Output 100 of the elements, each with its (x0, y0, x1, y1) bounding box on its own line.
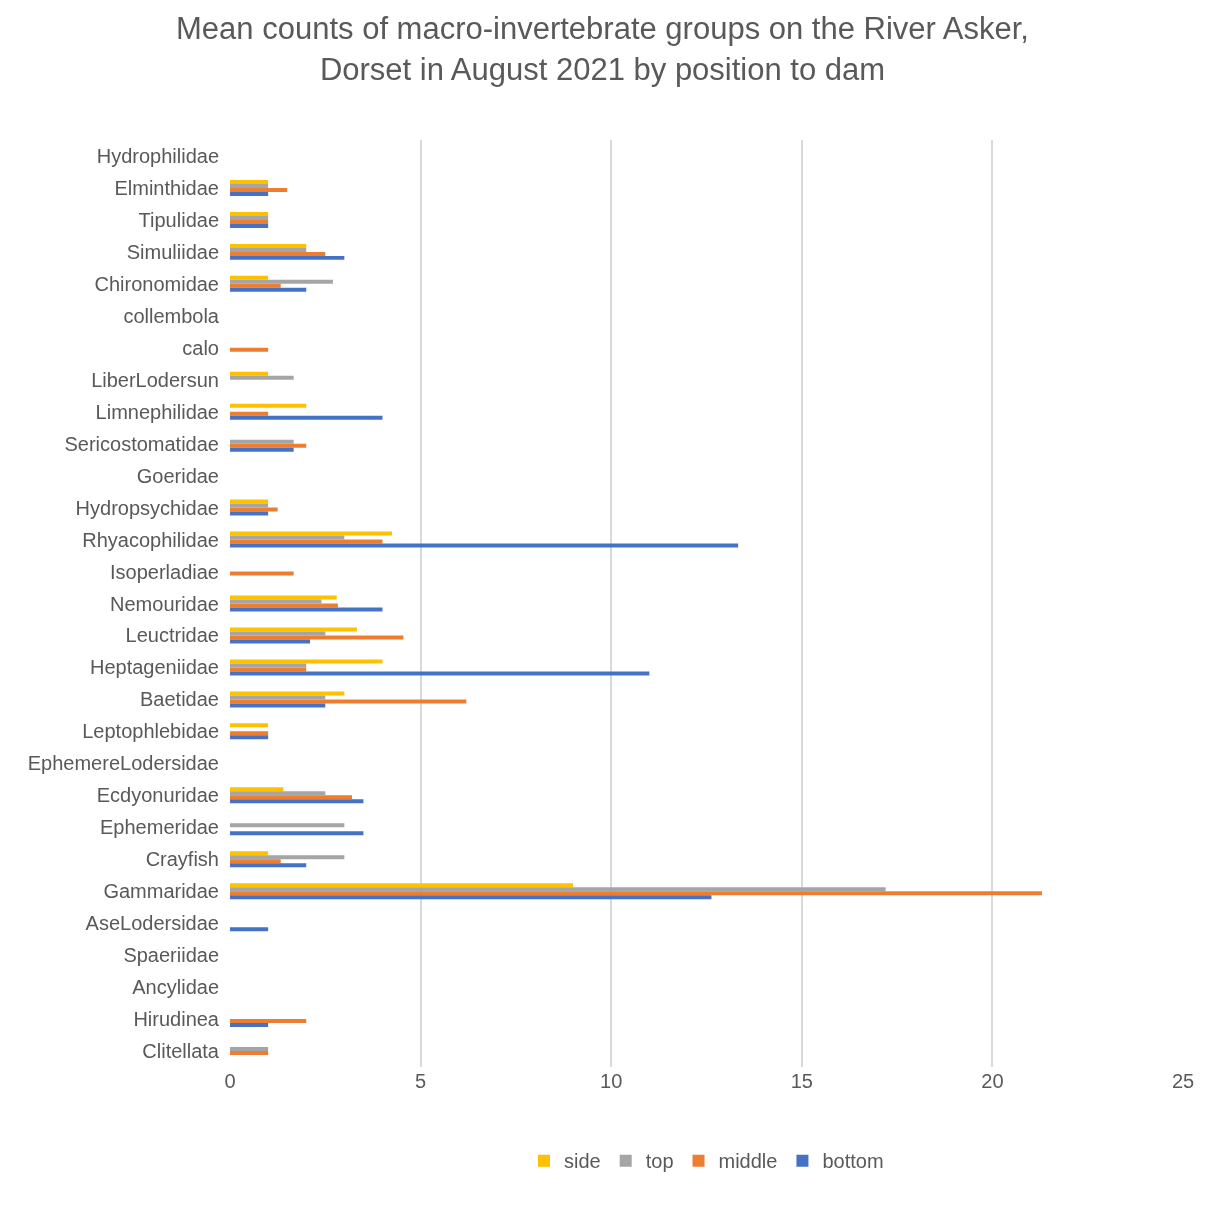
y-tick-label: Nemouridae (110, 592, 219, 615)
y-tick-label: Elminthidae (114, 176, 219, 199)
y-tick-label: Clitellata (142, 1040, 220, 1063)
bar (230, 691, 345, 696)
y-tick-label: Leuctridae (125, 624, 219, 647)
bar (230, 507, 278, 512)
bar (230, 635, 404, 640)
y-tick-label: Isoperladiae (110, 560, 219, 583)
bar (230, 535, 345, 540)
y-tick-label: Goeridae (136, 464, 219, 487)
bar (230, 695, 326, 700)
bar (230, 415, 383, 420)
chart-title: Mean counts of macro-invertebrate groups on the River Asker, Dorset in August 2021 by position to dam (176, 11, 1029, 87)
y-tick-label: EphemereLodersidae (27, 752, 219, 775)
y-tick-label: Hydrophilidae (96, 144, 219, 167)
y-tick-label: Tipulidae (138, 208, 219, 231)
y-tick-label: Simuliidae (126, 240, 219, 263)
bar (230, 283, 281, 288)
bar (230, 411, 269, 416)
bar (230, 247, 307, 252)
bar (230, 275, 269, 280)
bar (230, 599, 322, 604)
bar (230, 887, 886, 892)
x-tick-label: 25 (1171, 1070, 1195, 1092)
bar (230, 287, 307, 292)
bar (230, 799, 364, 804)
bar (230, 627, 357, 632)
bar (230, 927, 269, 932)
bar (230, 1051, 269, 1056)
bar (230, 187, 288, 192)
bar (230, 531, 393, 536)
bar (230, 791, 326, 796)
bar (230, 859, 281, 864)
bar (230, 251, 326, 256)
bar (230, 1047, 269, 1052)
bar (230, 735, 269, 740)
legend-label: middle (718, 1150, 778, 1173)
y-tick-label: Limnephilidae (95, 400, 219, 423)
y-tick-label: Leptophlebidae (82, 720, 219, 743)
bar (230, 891, 1042, 896)
legend-label: top (645, 1150, 674, 1173)
y-tick-label: LiberLodersun (91, 368, 219, 391)
bar (230, 667, 307, 672)
bar (230, 499, 269, 504)
bar (230, 863, 307, 868)
bar (230, 179, 269, 184)
x-tick-label: 0 (224, 1070, 236, 1092)
bar (230, 659, 383, 664)
bar (230, 795, 352, 800)
y-tick-label: Ephemeridae (100, 816, 219, 839)
bar (230, 543, 739, 548)
bar (230, 883, 574, 888)
bar (230, 503, 269, 508)
bar (230, 571, 294, 576)
bar (230, 851, 269, 856)
bar (230, 603, 338, 608)
y-tick-label: AseLodersidae (85, 912, 219, 935)
bar (230, 375, 294, 380)
bar (230, 347, 269, 352)
y-tick-label: Baetidae (140, 688, 219, 711)
y-tick-label: Chironomidae (94, 272, 219, 295)
bar (230, 223, 269, 228)
legend-label: side (564, 1150, 601, 1173)
bar (230, 895, 712, 900)
bar (230, 539, 383, 544)
y-tick-label: Spaeriidae (123, 944, 219, 967)
x-tick-label: 10 (600, 1070, 623, 1092)
y-tick-label: Gammaridae (103, 880, 219, 903)
legend-label: bottom (822, 1150, 884, 1173)
y-tick-label: Crayfish (145, 848, 219, 871)
bar (230, 639, 311, 644)
x-tick-label: 5 (415, 1070, 427, 1092)
bar (230, 787, 284, 792)
bar (230, 219, 269, 224)
bar (230, 595, 337, 600)
bar (230, 855, 345, 860)
x-tick-label: 15 (790, 1070, 813, 1092)
bar (230, 211, 269, 216)
bar (230, 255, 345, 260)
y-tick-label: Ancylidae (132, 976, 219, 999)
bar (230, 243, 307, 248)
bar (230, 439, 294, 444)
y-tick-label: Rhyacophilidae (82, 528, 219, 551)
bar (230, 511, 269, 516)
x-tick-label: 20 (981, 1070, 1004, 1092)
y-tick-label: Hirudinea (133, 1008, 220, 1031)
bar (230, 183, 269, 188)
bar (230, 671, 650, 676)
bar (230, 1023, 269, 1028)
bar (230, 279, 333, 284)
bar (230, 631, 326, 636)
bar (230, 443, 307, 448)
bar (230, 831, 364, 836)
bar (230, 823, 345, 828)
bar (230, 699, 467, 704)
y-tick-label: Heptageniidae (90, 656, 219, 679)
y-tick-label: Sericostomatidae (64, 432, 219, 455)
bar (230, 191, 269, 196)
bar (230, 723, 269, 728)
y-tick-label: collembola (123, 304, 220, 327)
